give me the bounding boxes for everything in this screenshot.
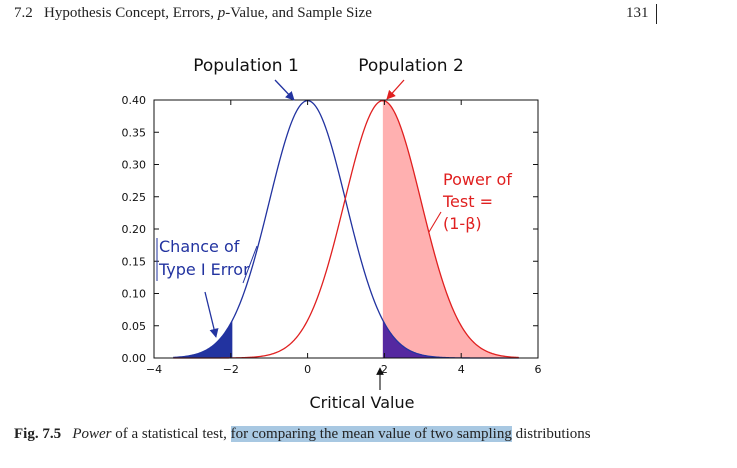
y-tick-label: 0.25 [122, 191, 147, 204]
power-figure: −4 −2 0 2 4 6 0.00 0.05 0.10 0.15 0.20 0.25 0.30 0.3… [122, 56, 542, 412]
type-one-error-label-line1: Chance of [159, 237, 240, 256]
y-tick-label: 0.10 [122, 288, 147, 301]
type-one-error-label-line2: Type I Error [158, 260, 250, 279]
running-head: 7.2 Hypothesis Concept, Errors, p-Value,… [14, 5, 372, 22]
x-tick-label: 6 [535, 363, 542, 376]
section-title-italic: p [217, 5, 226, 21]
critical-value-label: Critical Value [310, 393, 415, 412]
population-2-label: Population 2 [358, 56, 464, 76]
page-rule [656, 4, 657, 24]
caption-label: Fig. 7.5 [14, 426, 62, 442]
power-label-line3: (1-β) [443, 214, 482, 233]
type-one-error-area [173, 320, 233, 358]
section-title-end: -Value, and Sample Size [225, 5, 372, 21]
x-tick-label: 4 [458, 363, 465, 376]
y-tick-label: 0.15 [122, 255, 147, 268]
power-label-slash [428, 211, 442, 233]
y-tick-label: 0.30 [122, 159, 147, 172]
type-one-error-slash [242, 245, 258, 284]
caption-text-start: of a statistical test, [115, 426, 227, 442]
power-label-line1: Power of [443, 170, 512, 189]
page-number: 131 [626, 5, 649, 21]
x-tick-label: −4 [146, 363, 162, 376]
section-number: 7.2 [14, 5, 33, 21]
x-axis: −4 −2 0 2 4 6 [146, 100, 542, 376]
y-tick-label: 0.00 [122, 352, 147, 365]
y-tick-label: 0.05 [122, 320, 147, 333]
type-one-error-arrow [204, 291, 219, 338]
x-tick-label: 0 [304, 363, 311, 376]
power-label-line2: Test = [442, 192, 493, 211]
y-axis: 0.00 0.05 0.10 0.15 0.20 0.25 0.30 0.35 0.40 [122, 94, 538, 365]
y-tick-label: 0.35 [122, 126, 147, 139]
caption-highlight: for comparing the mean value of two samp… [230, 426, 512, 442]
y-tick-label: 0.40 [122, 94, 147, 107]
population-2-arrow [386, 79, 405, 100]
caption-italic-word: Power [72, 426, 112, 442]
y-tick-label: 0.20 [122, 223, 147, 236]
section-title-start: Hypothesis Concept, Errors, [44, 5, 214, 21]
shaded-areas [173, 100, 519, 359]
power-area [382, 100, 519, 359]
population-1-arrow [274, 79, 295, 101]
figure-caption: Fig. 7.5 Power of a statistical test, fo… [14, 426, 591, 443]
overlap-area [382, 320, 519, 358]
x-tick-label: −2 [223, 363, 239, 376]
caption-text-end: distributions [515, 426, 591, 442]
population-1-label: Population 1 [193, 56, 299, 76]
x-tick-label: 2 [381, 363, 388, 376]
